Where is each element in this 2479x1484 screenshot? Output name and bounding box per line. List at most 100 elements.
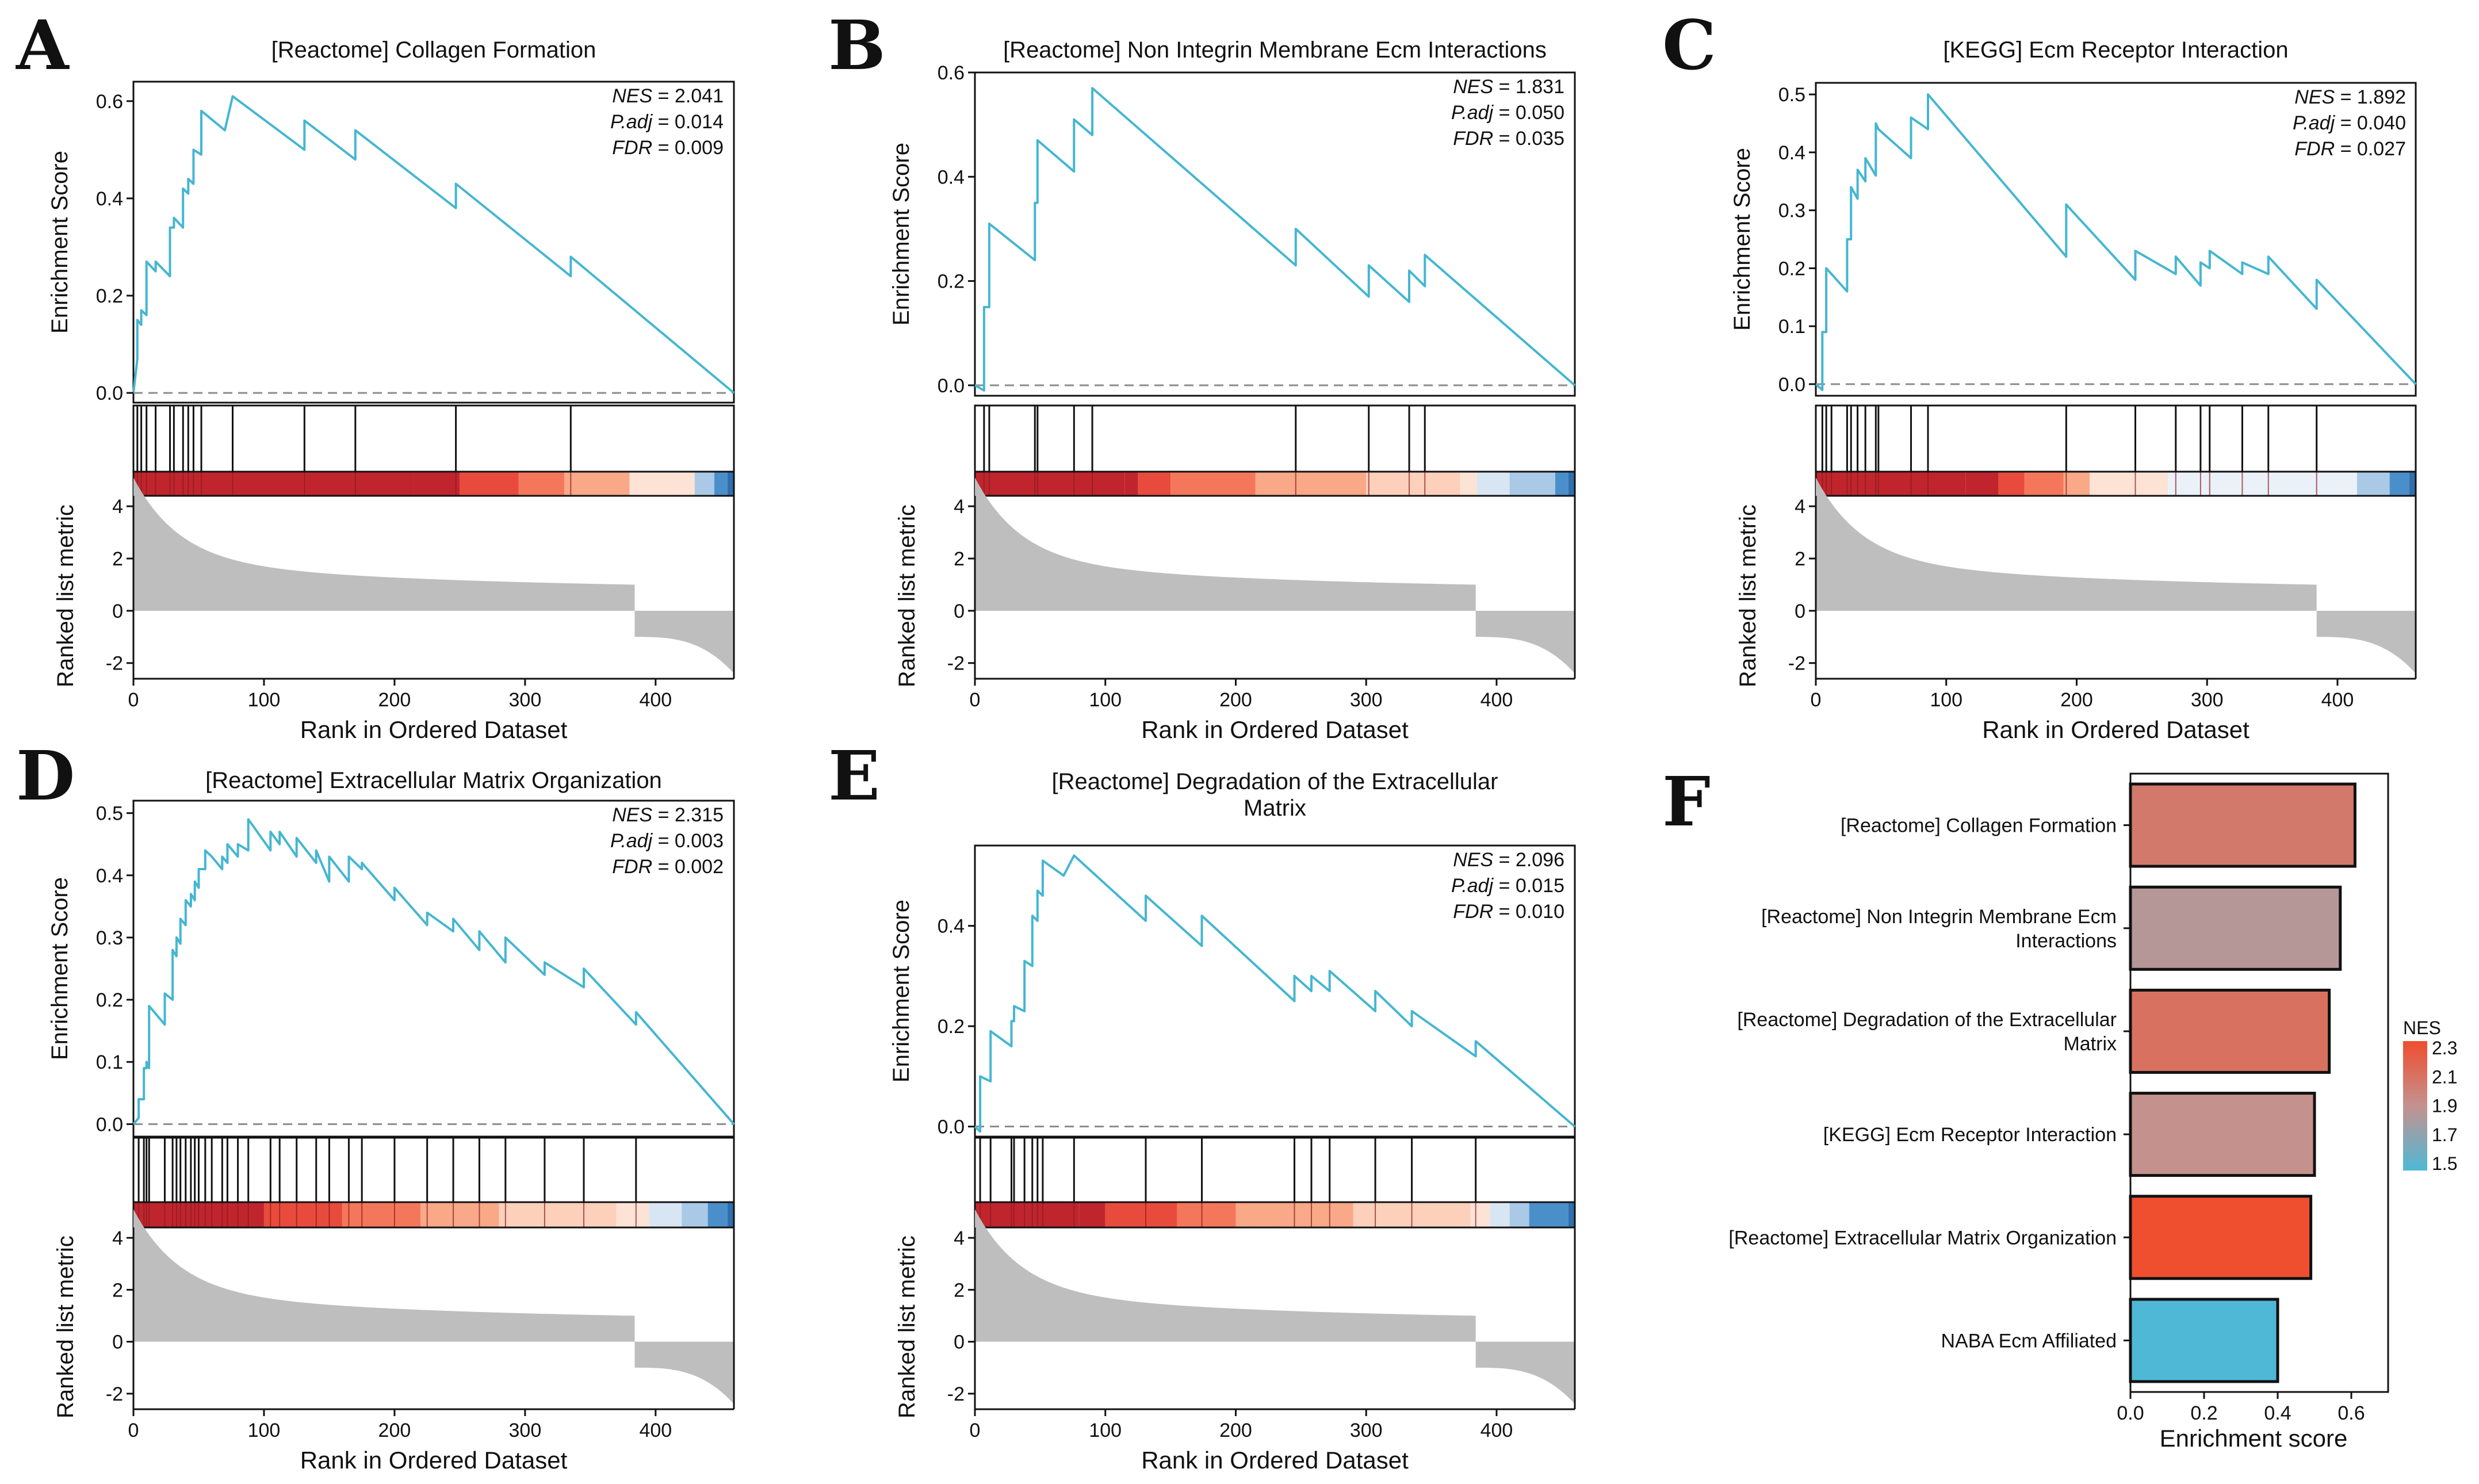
x-axis-label: Rank in Ordered Dataset (300, 1447, 568, 1474)
rank-ylabel: Ranked list metric (53, 1236, 78, 1418)
panel-letter: E (828, 736, 880, 816)
rank-heatmap-segment (2024, 472, 2064, 496)
rank-ytick-label: 2 (112, 548, 123, 570)
rank-heatmap-segment (1170, 472, 1256, 496)
rank-heatmap-segment (1470, 1202, 1490, 1227)
rank-xtick-label: 200 (378, 1420, 411, 1441)
rank-heatmap-segment (649, 1202, 682, 1227)
panel-letter: A (16, 5, 70, 85)
stat-label: P.adj (1451, 875, 1494, 897)
rank-heatmap-segment (303, 472, 414, 496)
stat-label: FDR (612, 856, 652, 878)
stat-fdr: FDR = 0.002 (612, 856, 724, 878)
rank-ytick-label: 0 (1795, 601, 1805, 622)
rank-heatmap-segment (420, 1202, 499, 1227)
rank-ytick-label: 4 (1795, 496, 1805, 518)
stat-padj: P.adj = 0.040 (2293, 112, 2406, 134)
es-ytick-label: 0.6 (938, 62, 965, 84)
rank-ylabel: Ranked list metric (894, 1236, 920, 1418)
bar-category-label: Matrix (2063, 1033, 2117, 1055)
es-axes-frame (132, 800, 735, 1138)
rank-ytick-label: 4 (112, 496, 123, 518)
es-ylabel: Enrichment Score (889, 143, 914, 326)
bar (2129, 1092, 2316, 1177)
stat-value: = 0.002 (652, 856, 724, 878)
rank-heatmap-segment (2168, 472, 2318, 496)
bar (2129, 1195, 2313, 1280)
stat-nes: NES = 1.831 (1453, 76, 1564, 98)
stat-value: = 0.010 (1493, 901, 1564, 923)
stat-fdr: FDR = 0.010 (1453, 901, 1564, 923)
stat-label: FDR (612, 137, 652, 159)
enrichment-score-line (974, 854, 1576, 1133)
hit-panel-frame (974, 1137, 1576, 1203)
rank-heatmap-segment (518, 472, 564, 496)
rank-xtick-label: 100 (1089, 1420, 1122, 1441)
hit-panel-frame (974, 404, 1576, 473)
es-ytick-label: 0.3 (1778, 200, 1805, 222)
panel-f: F [Reactome] Collagen Formation [Reactome]… (1662, 762, 2457, 1452)
rank-heatmap-segment (727, 1202, 734, 1227)
rank-heatmap-segment (414, 472, 460, 496)
rank-heatmap-segment (1079, 1202, 1105, 1227)
rank-heatmap-segment (2409, 472, 2416, 496)
es-ytick-label: 0.2 (1778, 258, 1805, 280)
stat-label: NES (612, 804, 652, 826)
es-axes-frame (132, 81, 735, 404)
ranked-metric-negative (2316, 610, 2416, 674)
es-ytick-label: 0.0 (938, 375, 965, 397)
panel-letter: C (1662, 5, 1716, 85)
rank-ytick-label: 0 (112, 1332, 123, 1353)
rank-heatmap-segment (1460, 472, 1477, 496)
bar-xtick-label: 0.2 (2190, 1402, 2217, 1424)
rank-ytick-label: 4 (954, 496, 965, 518)
rank-heatmap-segment (1568, 472, 1575, 496)
rank-heatmap-segment (564, 472, 630, 496)
rank-heatmap-segment (342, 1202, 421, 1227)
panel-title: [Reactome] Collagen Formation (271, 37, 596, 63)
rank-xtick-label: 0 (128, 1420, 139, 1441)
legend-tick-label: 1.7 (2432, 1125, 2457, 1145)
bar (2129, 1298, 2279, 1383)
stat-value: = 0.015 (1493, 875, 1564, 897)
x-axis-label: Rank in Ordered Dataset (300, 716, 568, 743)
stat-value: = 0.014 (652, 111, 724, 133)
panel-b: B [Reactome] Non Integrin Membrane Ecm In… (828, 5, 1576, 743)
stat-label: FDR (1453, 901, 1493, 923)
rank-heatmap-segment (1490, 1202, 1510, 1227)
rank-heatmap-segment (714, 472, 728, 496)
rank-heatmap-segment (975, 1202, 1080, 1227)
stat-fdr: FDR = 0.027 (2294, 138, 2406, 160)
x-axis-label: Rank in Ordered Dataset (1141, 1447, 1409, 1474)
rank-heatmap-segment (1998, 472, 2025, 496)
es-axes-frame (1815, 82, 2417, 397)
ranked-metric-positive (975, 477, 1476, 611)
stat-fdr: FDR = 0.035 (1453, 128, 1564, 150)
rank-xtick-label: 100 (1089, 689, 1122, 711)
rank-heatmap-segment (707, 1202, 728, 1227)
bar-category-label: Interactions (2015, 930, 2117, 952)
rank-ylabel: Ranked list metric (53, 504, 78, 687)
x-axis-label: Rank in Ordered Dataset (1141, 716, 1409, 743)
rank-xtick-label: 200 (1219, 689, 1252, 711)
rank-heatmap-segment (727, 472, 734, 496)
rank-xtick-label: 400 (1480, 1420, 1513, 1441)
panel-title-line2: Matrix (1244, 795, 1306, 821)
legend-tick-label: 1.5 (2432, 1153, 2457, 1174)
bar-axes-frame (2129, 772, 2389, 1393)
stat-value: = 0.003 (652, 830, 724, 852)
rank-heatmap-segment (1366, 472, 1460, 496)
ranked-metric-negative (634, 1341, 734, 1404)
rank-heatmap-segment (1509, 472, 1555, 496)
panel-title: [Reactome] Non Integrin Membrane Ecm Int… (1003, 37, 1547, 63)
stat-value: = 2.315 (652, 804, 724, 826)
rank-heatmap-segment (1816, 472, 1966, 496)
stat-label: P.adj (1451, 102, 1494, 124)
rank-ytick-label: 2 (954, 1279, 965, 1301)
es-ytick-label: 0.2 (96, 285, 123, 307)
bar-xtick-label: 0.4 (2264, 1402, 2291, 1424)
rank-xtick-label: 0 (128, 689, 139, 711)
rank-ytick-label: -2 (1788, 653, 1805, 675)
rank-ytick-label: 0 (954, 1332, 965, 1353)
